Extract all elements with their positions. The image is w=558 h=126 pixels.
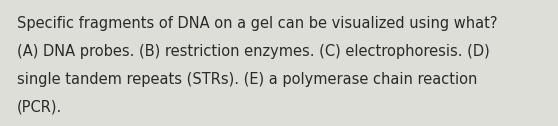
Text: single tandem repeats (STRs). (E) a polymerase chain reaction: single tandem repeats (STRs). (E) a poly…: [17, 72, 477, 87]
Text: Specific fragments of DNA on a gel can be visualized using what?: Specific fragments of DNA on a gel can b…: [17, 16, 497, 31]
Text: (PCR).: (PCR).: [17, 100, 62, 115]
Text: (A) DNA probes. (B) restriction enzymes. (C) electrophoresis. (D): (A) DNA probes. (B) restriction enzymes.…: [17, 44, 489, 59]
